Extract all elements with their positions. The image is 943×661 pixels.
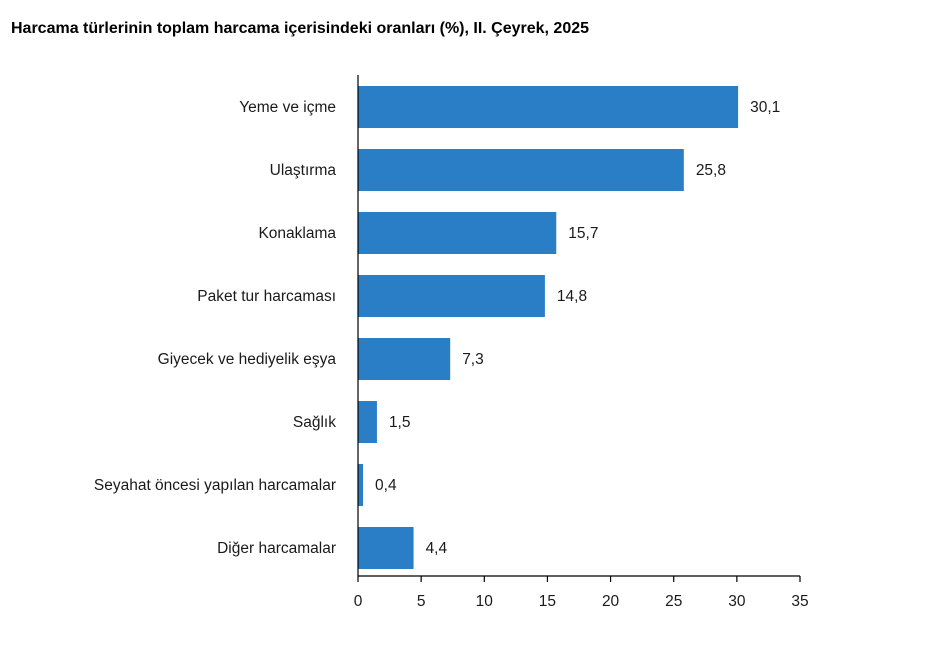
value-label: 7,3 (462, 351, 484, 368)
category-label: Sağlık (293, 414, 336, 431)
x-tick-label: 20 (602, 593, 620, 610)
bar (358, 149, 684, 191)
chart-title: Harcama türlerinin toplam harcama içeris… (11, 20, 590, 37)
bar (358, 527, 414, 569)
x-tick-label: 30 (728, 593, 746, 610)
bar (358, 464, 364, 506)
value-label: 4,4 (426, 540, 448, 557)
x-tick-label: 10 (476, 593, 494, 610)
value-label: 30,1 (750, 99, 780, 116)
x-tick-label: 25 (665, 593, 682, 610)
value-label: 25,8 (696, 162, 726, 179)
bar (358, 86, 739, 128)
category-label: Seyahat öncesi yapılan harcamalar (94, 477, 336, 494)
bar (358, 212, 557, 254)
category-label: Giyecek ve hediyelik eşya (158, 351, 337, 368)
value-labels: 30,1 25,8 15,7 14,8 7,3 1,5 0,4 4,4 (375, 99, 780, 557)
bars-group (358, 86, 739, 569)
category-label: Ulaştırma (270, 162, 337, 179)
x-tick-label: 35 (791, 593, 808, 610)
value-label: 1,5 (389, 414, 411, 431)
category-labels: Yeme ve içme Ulaştırma Konaklama Paket tur … (94, 99, 337, 557)
value-label: 0,4 (375, 477, 397, 494)
value-label: 14,8 (557, 288, 587, 305)
value-label: 15,7 (568, 225, 598, 242)
category-label: Paket tur harcaması (197, 288, 336, 305)
x-tick-label: 5 (417, 593, 426, 610)
category-label: Konaklama (258, 225, 336, 242)
x-axis-ticks: 0 5 10 15 20 25 30 35 (354, 576, 809, 610)
bar (358, 338, 451, 380)
x-tick-label: 15 (539, 593, 556, 610)
bar (358, 275, 545, 317)
category-label: Diğer harcamalar (217, 540, 336, 557)
x-tick-label: 0 (354, 593, 363, 610)
category-label: Yeme ve içme (239, 99, 336, 116)
bar (358, 401, 377, 443)
